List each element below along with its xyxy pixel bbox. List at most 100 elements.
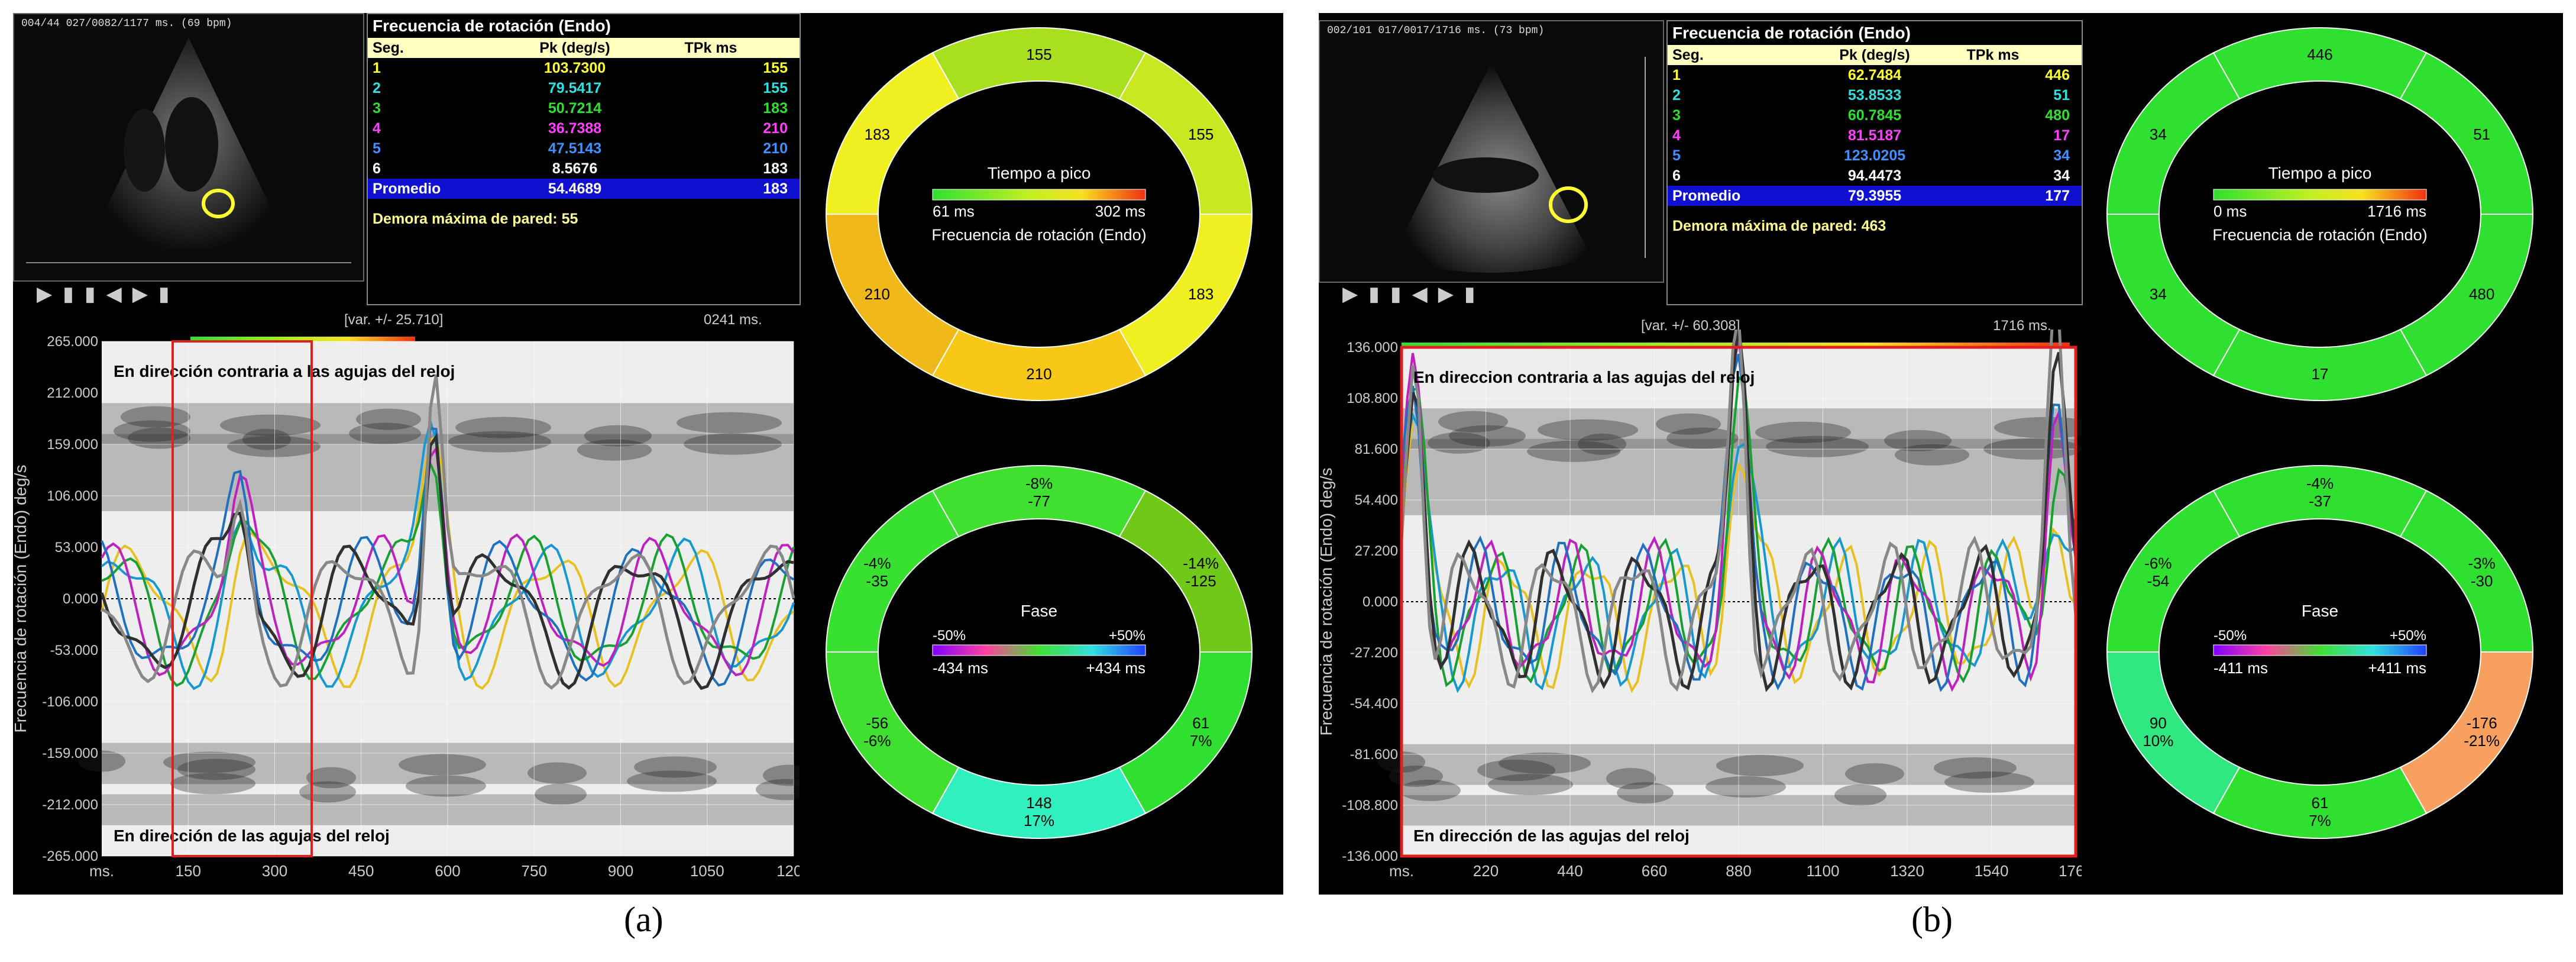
ring-segment [825, 489, 960, 653]
speckle-blob [584, 425, 652, 447]
row-tpk: 210 [763, 140, 788, 157]
speckle-blob [349, 422, 421, 444]
row-seg: 3 [373, 100, 381, 117]
segment-label: -14% [1183, 554, 1219, 572]
panel-b: 002/101 017/0017/1716 ms. (73 bpm) Frecu… [1319, 13, 2563, 895]
y-tick-label: 0.000 [1363, 594, 1398, 610]
ring-segment [825, 51, 960, 215]
speckle-blob [1499, 753, 1591, 774]
row-pk: 36.7388 [548, 120, 602, 137]
row-seg: 6 [373, 160, 381, 177]
step-back-icon[interactable]: ▮◀ [84, 283, 132, 305]
row-tpk: 480 [2045, 107, 2070, 124]
segment-label: 90 [2150, 714, 2167, 732]
speckle-blob [1666, 427, 1739, 449]
thumb-header: 002/101 017/0017/1716 ms. (73 bpm) [1327, 25, 1545, 37]
legend-max-pct: +50% [2390, 628, 2426, 644]
segment-label: -4% [2306, 474, 2334, 492]
row-pk: 47.5143 [548, 140, 602, 157]
cw-label: En dirección de las agujas del reloj [1413, 827, 1690, 845]
play-icon[interactable]: ▶▮ [1342, 283, 1390, 305]
step-back-icon[interactable]: ▮◀ [1390, 283, 1438, 305]
legend-max-pct: +50% [1109, 628, 1145, 644]
speckle-blob [78, 750, 125, 772]
segment-label: -3% [2468, 554, 2496, 572]
table-row: 1 62.7484 446 [1668, 65, 2082, 85]
rotation-plot[interactable]: 136.000 108.800 81.600 54.400 27.200 0.000 -27… [1319, 330, 2082, 892]
segment-label: 17% [1024, 812, 1054, 829]
row-pk: 60.7845 [1847, 107, 1902, 124]
segment-label: -176 [2467, 714, 2497, 732]
rotation-plot[interactable]: 265.000 212.000 159.000 106.000 53.000 0.000 -… [13, 324, 800, 892]
step-forward-icon[interactable]: ▶▮ [132, 283, 180, 305]
speckle-blob [1399, 780, 1461, 801]
step-forward-icon[interactable]: ▶▮ [1438, 283, 1486, 305]
y-tick-label: 54.400 [1355, 492, 1398, 508]
speckle-blob [299, 781, 356, 803]
segment-label: -4% [863, 554, 891, 572]
legend-min-pct: -50% [933, 628, 966, 644]
row-seg: 3 [1672, 107, 1681, 124]
speckle-blob [306, 767, 356, 789]
row-tpk: 446 [2045, 67, 2070, 83]
segment-label: 61 [1192, 714, 1209, 732]
speckle-blob [1538, 419, 1638, 441]
echo-thumbnail[interactable]: 002/101 017/0017/1716 ms. (73 bpm) [1319, 20, 1664, 283]
ring-segment [2106, 51, 2241, 215]
play-icon[interactable]: ▶▮ [37, 283, 85, 305]
speckle-blob [756, 779, 800, 800]
segment-label: -21% [2464, 732, 2500, 750]
echo-thumbnail[interactable]: 004/44 027/0082/1177 ms. (69 bpm) [13, 13, 364, 282]
speckle-blob [1527, 440, 1620, 462]
speckle-blob [1884, 430, 1952, 451]
y-axis-label: Frecuencia de rotación (Endo) deg/s [13, 465, 30, 733]
row-tpk: 155 [763, 80, 788, 96]
y-tick-label: -106.000 [42, 694, 98, 710]
avg-seg: Promedio [373, 180, 441, 197]
header-tpk: TPk ms [684, 40, 737, 56]
row-pk: 50.7214 [548, 100, 602, 117]
x-tick-label: 450 [348, 862, 374, 880]
speckle-blob [1934, 757, 2017, 779]
row-seg: 2 [373, 80, 381, 96]
x-tick-label: 1320 [1890, 862, 1924, 880]
time-label: 1716 ms. [1993, 318, 2051, 334]
speckle-blob [399, 754, 486, 776]
playback-controls: ▶▮▮◀▶▮ [1342, 282, 1486, 306]
echo-image [1391, 57, 1646, 273]
rotation-table: Frecuencia de rotación (Endo) Seg. Pk (d… [1666, 20, 2083, 305]
x-tick-label: 150 [176, 862, 201, 880]
row-pk: 103.7300 [543, 60, 606, 76]
segment-label: 148 [1026, 794, 1051, 812]
ccw-label: En dirección contraria a las agujas del … [114, 362, 455, 380]
y-tick-label: 27.200 [1355, 543, 1398, 559]
speckle-blob [1578, 433, 1626, 455]
y-tick-label: -54.400 [1350, 696, 1398, 712]
y-tick-label: -159.000 [42, 745, 98, 761]
x-tick-label: 900 [608, 862, 633, 880]
time-to-peak-ring: 446 51 480 17 34 34 Tiempo a pico 0 ms 1716 ms Fr… [2106, 27, 2534, 401]
segment-label: -125 [1186, 572, 1216, 590]
speckle-blob [634, 756, 717, 778]
y-tick-label: 53.000 [55, 540, 98, 556]
table-header: Seg. Pk (deg/s) TPk ms [1668, 45, 2082, 65]
legend-max-label: 1716 ms [2367, 202, 2426, 220]
x-tick-label: 660 [1642, 862, 1667, 880]
x-tick-label: 440 [1557, 862, 1583, 880]
segment-label: 17 [2312, 365, 2329, 383]
series-line [101, 427, 795, 687]
row-seg: 5 [1672, 147, 1681, 164]
series-line [1400, 354, 2077, 692]
speckle-blob [356, 408, 421, 430]
speckle-blob [128, 427, 190, 449]
y-tick-label: -265.000 [42, 848, 98, 864]
series-line [1400, 416, 2077, 693]
table-header: Seg. Pk (deg/s) TPk ms [368, 38, 800, 58]
y-axis-label: Frecuencia de rotación (Endo) deg/s [1319, 468, 1335, 736]
speckle-blob [763, 764, 800, 786]
segment-label: 34 [2150, 125, 2167, 143]
legend-subtitle: Frecuencia de rotación (Endo) [2212, 226, 2427, 244]
segment-label: 210 [865, 285, 890, 303]
